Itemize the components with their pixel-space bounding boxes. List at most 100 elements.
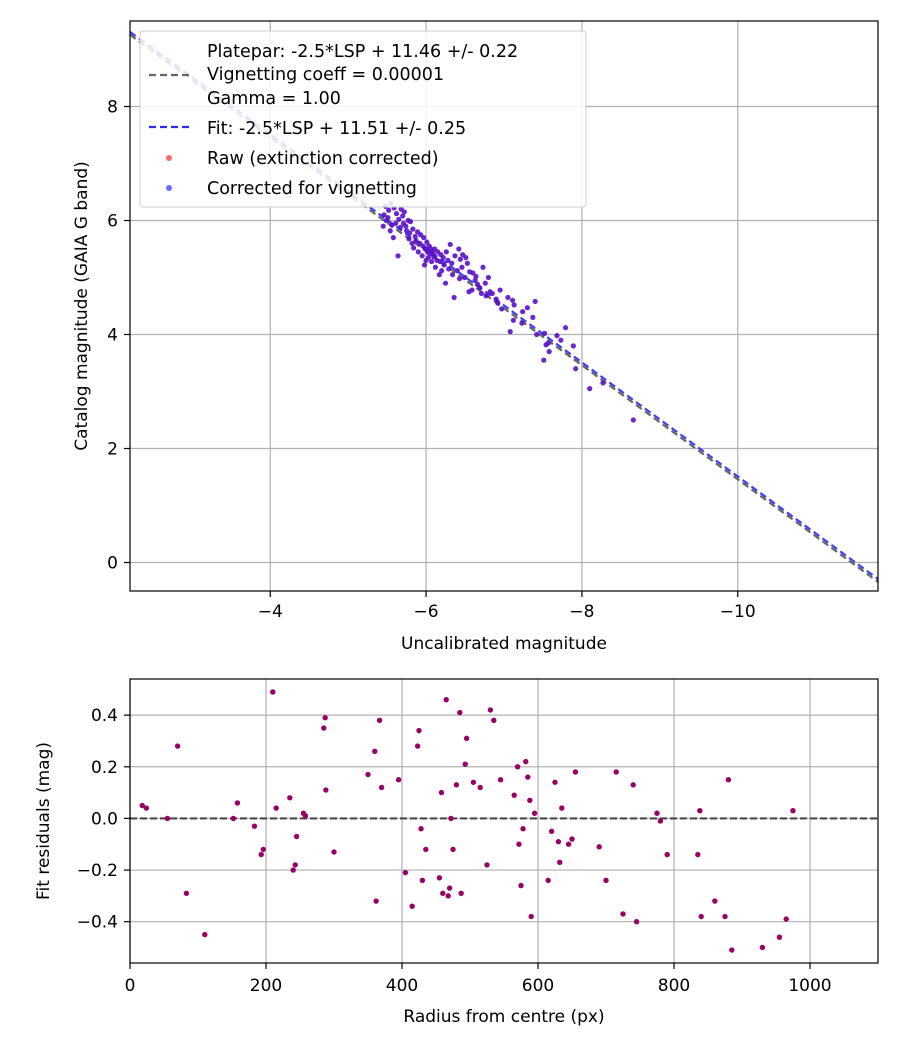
residual-point	[445, 893, 451, 899]
residual-point	[516, 841, 522, 847]
star-point	[415, 249, 421, 255]
residual-point	[511, 792, 517, 798]
star-point	[439, 268, 445, 274]
star-point	[393, 211, 400, 217]
residual-point	[557, 859, 563, 866]
residual-point	[528, 913, 534, 920]
residual-point	[143, 805, 150, 811]
top-x-tick-label: −6	[414, 602, 439, 622]
star-point	[400, 220, 407, 226]
top-y-tick-label: 8	[107, 98, 118, 118]
bottom-x-tick-label: 600	[522, 976, 554, 996]
legend-raw-label: Raw (extinction corrected)	[207, 149, 439, 169]
star-point	[459, 264, 465, 270]
star-point	[397, 224, 403, 230]
star-point	[466, 289, 472, 295]
star-point	[414, 229, 421, 235]
star-point	[541, 330, 548, 336]
star-point	[442, 280, 449, 286]
residual-point	[729, 947, 735, 953]
legend-fit-label: Fit: -2.5*LSP + 11.51 +/- 0.25	[207, 119, 466, 139]
top-axis-ticks: −4 −6 −8 −10 0 2 4 6 8	[107, 98, 756, 623]
bottom-y-tick-label: 0.2	[91, 758, 118, 778]
residuals-plot: 0 200 400 600 800 1000 −0.4 −0.2 0.0 0.2 0.4 Radiu…	[34, 678, 879, 1027]
star-point	[451, 294, 457, 301]
star-point	[473, 273, 479, 279]
top-y-tick-label: 4	[107, 326, 118, 346]
residual-point	[446, 885, 453, 891]
residual-point	[273, 805, 279, 811]
residual-point	[790, 807, 796, 814]
bottom-axis-ticks: 0 200 400 600 800 1000 −0.4 −0.2 0.0 0.2 0.4	[77, 706, 832, 996]
residual-point	[409, 903, 415, 909]
residual-point	[372, 748, 378, 754]
star-point	[413, 237, 419, 244]
residual-point	[251, 823, 258, 829]
star-point	[480, 264, 486, 270]
residual-point	[514, 764, 521, 770]
residual-point	[418, 826, 424, 832]
residual-point	[569, 836, 575, 842]
star-point	[445, 257, 451, 263]
star-point	[381, 212, 387, 218]
top-y-tick-label: 2	[107, 440, 118, 460]
star-point	[436, 272, 442, 278]
star-point	[421, 262, 428, 268]
star-point	[530, 314, 536, 320]
residual-point	[174, 743, 181, 749]
calibration-plot: −4 −6 −8 −10 0 2 4 6 8 Uncalibrated magnitude Ca…	[72, 20, 879, 654]
star-point	[404, 228, 410, 234]
residual-point	[484, 862, 490, 868]
star-point	[390, 235, 396, 241]
residual-point	[654, 810, 660, 816]
star-point	[447, 241, 453, 248]
star-point	[412, 233, 418, 240]
residual-point	[572, 769, 579, 775]
residual-point	[440, 890, 446, 896]
star-point	[472, 277, 478, 283]
bottom-y-axis-label: Fit residuals (mag)	[34, 742, 54, 900]
star-point	[424, 239, 430, 245]
residual-point	[520, 826, 526, 832]
residual-point	[695, 851, 701, 858]
star-point	[570, 343, 576, 349]
star-point	[462, 274, 468, 281]
residual-point	[552, 779, 558, 785]
residual-point	[322, 715, 328, 721]
residual-point	[373, 898, 379, 904]
star-point	[446, 266, 452, 272]
top-scatter-points	[380, 200, 636, 423]
star-point	[467, 269, 473, 275]
star-point	[405, 217, 411, 224]
star-point	[386, 207, 392, 213]
residual-point	[463, 735, 470, 742]
legend: Platepar: -2.5*LSP + 11.46 +/- 0.22 Vign…	[139, 30, 587, 208]
residual-point	[477, 784, 483, 791]
residual-point	[545, 877, 551, 884]
bottom-x-tick-label: 200	[250, 976, 282, 996]
star-point	[546, 349, 552, 355]
residual-point	[164, 815, 171, 822]
legend-box	[139, 30, 587, 208]
bottom-x-tick-label: 0	[125, 976, 136, 996]
star-point	[434, 257, 440, 263]
star-point	[454, 268, 460, 274]
residual-point	[722, 913, 728, 920]
star-point	[432, 264, 439, 270]
star-point	[460, 252, 466, 258]
top-y-tick-label: 0	[107, 554, 118, 574]
star-point	[411, 245, 417, 251]
star-point	[520, 309, 526, 315]
residual-point	[613, 769, 619, 775]
star-point	[493, 296, 499, 302]
bottom-scatter-points	[139, 689, 796, 953]
residual-point	[321, 725, 327, 731]
residual-point	[565, 841, 572, 847]
star-point	[524, 305, 530, 311]
star-point	[449, 272, 456, 278]
residual-point	[402, 869, 409, 876]
residual-point	[487, 707, 494, 713]
residual-point	[287, 795, 293, 801]
residual-point	[633, 918, 640, 925]
